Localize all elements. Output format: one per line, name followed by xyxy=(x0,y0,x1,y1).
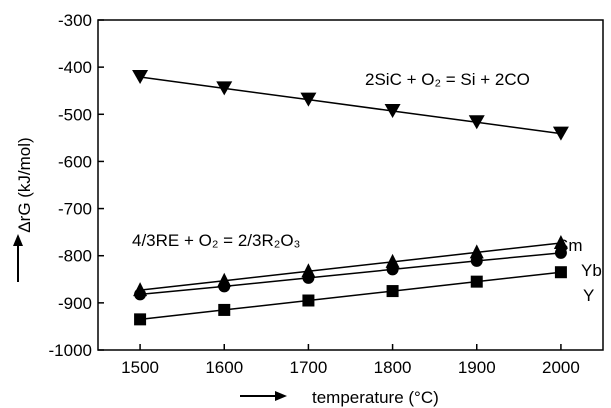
x-tick-label: 1900 xyxy=(458,358,496,377)
data-point-triangle-up xyxy=(385,253,400,268)
data-point-square xyxy=(554,266,567,279)
data-point-triangle-down xyxy=(300,92,317,107)
series-label-yb: Yb xyxy=(581,261,602,280)
data-point-triangle-down xyxy=(384,103,401,118)
series-label-y: Y xyxy=(583,286,594,305)
y-axis-arrow xyxy=(13,234,23,282)
data-point-triangle-down xyxy=(552,126,569,141)
data-point-circle xyxy=(218,280,231,293)
y-tick-label: -700 xyxy=(58,200,92,219)
x-axis-ticks: 1500 1600 1700 1800 1900 2000 xyxy=(121,344,580,377)
y-axis-title-group: ΔrG (kJ/mol) xyxy=(15,137,34,232)
annotation-sic-reaction: 2SiC + O₂ = Si + 2CO xyxy=(365,70,530,89)
data-point-square xyxy=(386,285,399,298)
y-tick-label: -1000 xyxy=(49,341,92,360)
y-tick-label: -800 xyxy=(58,247,92,266)
data-point-circle xyxy=(386,263,399,276)
x-axis-title: temperature (°C) xyxy=(312,388,439,407)
series-line-sm xyxy=(139,242,562,291)
series-line-y xyxy=(139,271,562,321)
y-axis-title: ΔrG (kJ/mol) xyxy=(15,137,34,232)
data-point-circle xyxy=(302,271,315,284)
data-point-circle xyxy=(554,246,567,259)
series-line-sic xyxy=(139,76,562,135)
y-axis-ticks: -300 -400 -500 -600 -700 -800 -900 -1000 xyxy=(49,11,104,360)
y-tick-label: -500 xyxy=(58,105,92,124)
data-point-circle xyxy=(470,254,483,267)
x-tick-label: 2000 xyxy=(542,358,580,377)
data-point-square xyxy=(302,294,315,307)
x-axis-arrow xyxy=(240,391,287,401)
data-point-triangle-up xyxy=(553,234,568,249)
x-tick-label: 1500 xyxy=(121,358,159,377)
y-tick-label: -600 xyxy=(58,152,92,171)
plot-frame xyxy=(97,19,604,351)
data-point-triangle-down xyxy=(132,70,149,85)
annotation-re-reaction: 4/3RE + O₂ = 2/3R₂O₃ xyxy=(132,231,300,250)
data-point-circle xyxy=(134,288,147,301)
data-point-square xyxy=(218,303,231,316)
data-point-square xyxy=(134,313,147,326)
data-point-square xyxy=(470,275,483,288)
data-point-triangle-down xyxy=(216,81,233,96)
x-tick-label: 1800 xyxy=(374,358,412,377)
series-line-yb xyxy=(140,252,561,296)
data-point-triangle-up xyxy=(469,244,484,259)
x-tick-label: 1700 xyxy=(290,358,328,377)
x-tick-label: 1600 xyxy=(205,358,243,377)
y-tick-label: -300 xyxy=(58,11,92,30)
y-tick-label: -900 xyxy=(58,294,92,313)
series-label-sm: Sm xyxy=(557,236,583,255)
y-tick-label: -400 xyxy=(58,58,92,77)
data-point-triangle-down xyxy=(468,115,485,130)
series-layer xyxy=(132,70,569,326)
